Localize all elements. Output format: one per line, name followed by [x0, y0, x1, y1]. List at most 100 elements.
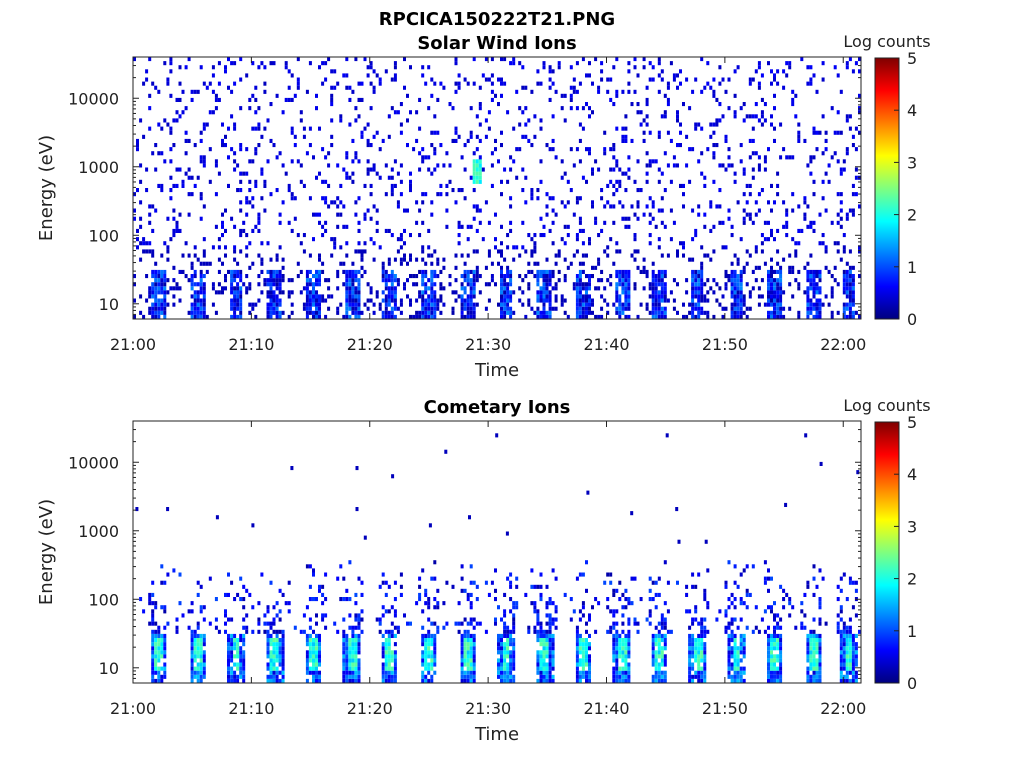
heatmap-cell — [509, 310, 513, 315]
heatmap-cell — [242, 597, 246, 602]
heatmap-cell — [839, 224, 843, 229]
heatmap-cell — [484, 57, 488, 62]
heatmap-cell — [788, 282, 792, 287]
heatmap-cell — [287, 278, 291, 283]
heatmap-cell — [330, 97, 334, 102]
heatmap-cell — [839, 674, 843, 679]
heatmap-cell — [545, 286, 549, 291]
heatmap-cell — [694, 609, 698, 614]
heatmap-cell — [812, 642, 816, 647]
heatmap-cell — [342, 73, 346, 78]
heatmap-cell — [512, 674, 516, 679]
heatmap-cell — [399, 302, 403, 307]
heatmap-cell — [842, 629, 846, 634]
heatmap-cell — [278, 650, 282, 655]
heatmap-cell — [427, 298, 431, 303]
heatmap-cell — [151, 666, 155, 671]
heatmap-cell — [785, 224, 789, 229]
heatmap-cell — [566, 200, 570, 205]
heatmap-cell — [175, 97, 179, 102]
heatmap-cell — [236, 678, 240, 683]
heatmap-cell — [211, 286, 215, 291]
heatmap-cell — [533, 584, 537, 589]
heatmap-cell — [278, 298, 282, 303]
heatmap-cell — [242, 638, 246, 643]
heatmap-cell — [430, 658, 434, 663]
heatmap-cell — [618, 278, 622, 283]
heatmap-cell — [199, 159, 203, 164]
heatmap-cell — [418, 592, 422, 597]
heatmap-cell — [472, 57, 476, 62]
heatmap-cell — [151, 601, 155, 606]
heatmap-cell — [751, 167, 755, 172]
heatmap-cell — [588, 617, 591, 622]
heatmap-cell — [266, 605, 270, 610]
heatmap-cell — [524, 134, 528, 139]
heatmap-cell — [551, 208, 555, 213]
heatmap-cell — [421, 155, 425, 160]
heatmap-cell — [278, 617, 282, 622]
heatmap-cell — [245, 274, 249, 279]
heatmap-cell — [621, 216, 625, 221]
heatmap-cell — [348, 646, 352, 651]
heatmap-cell — [239, 249, 243, 254]
heatmap-cell — [157, 650, 161, 655]
heatmap-cell — [433, 290, 437, 295]
heatmap-cell — [278, 274, 282, 279]
heatmap-cell — [767, 278, 770, 283]
heatmap-cell — [624, 274, 628, 279]
heatmap-cell — [151, 310, 155, 315]
heatmap-cell — [654, 274, 658, 279]
heatmap-cell — [694, 658, 698, 663]
heatmap-cell — [578, 278, 582, 283]
heatmap-cell — [530, 568, 534, 573]
heatmap-cell — [615, 670, 619, 675]
colorbar-tick-label: 1 — [907, 258, 917, 277]
heatmap-cell — [245, 171, 249, 176]
heatmap-cell — [296, 261, 300, 266]
heatmap-cell — [782, 588, 786, 593]
heatmap-cell — [390, 282, 394, 287]
heatmap-cell — [312, 642, 315, 647]
heatmap-cell — [233, 310, 237, 315]
heatmap-cell — [688, 106, 692, 111]
heatmap-cell — [694, 274, 698, 279]
heatmap-cell — [427, 638, 431, 643]
heatmap-cell — [427, 601, 431, 606]
heatmap-cell — [460, 224, 464, 229]
heatmap-cell — [315, 597, 318, 602]
heatmap-cell — [275, 646, 279, 651]
heatmap-cell — [345, 286, 349, 291]
heatmap-cell — [281, 265, 285, 270]
heatmap-cell — [342, 576, 346, 581]
heatmap-cell — [421, 650, 425, 655]
heatmap-cell — [539, 118, 543, 123]
heatmap-cell — [357, 642, 361, 647]
heatmap-cell — [848, 306, 852, 311]
heatmap-cell — [594, 159, 598, 164]
heatmap-cell — [739, 286, 743, 291]
heatmap-cell — [648, 282, 652, 287]
heatmap-cell — [281, 629, 285, 634]
heatmap-cell — [536, 629, 540, 634]
heatmap-cell — [739, 143, 743, 148]
heatmap-cell — [269, 670, 273, 675]
heatmap-cell — [742, 216, 746, 221]
heatmap-cell — [854, 167, 858, 172]
heatmap-cell — [278, 314, 282, 319]
heatmap-cell — [269, 678, 273, 683]
heatmap-cell — [688, 650, 692, 655]
heatmap-cell — [278, 678, 282, 683]
heatmap-cell — [466, 646, 470, 651]
heatmap-cell — [151, 282, 155, 287]
heatmap-cell — [815, 130, 819, 135]
heatmap-cell — [727, 106, 731, 111]
heatmap-cell — [842, 159, 846, 164]
heatmap-cell — [767, 625, 770, 630]
heatmap-cell — [372, 167, 376, 172]
heatmap-cell — [509, 61, 513, 66]
heatmap-cell — [390, 658, 394, 663]
heatmap-cell — [821, 179, 825, 184]
heatmap-cell — [682, 245, 685, 250]
heatmap-cell — [800, 609, 804, 614]
